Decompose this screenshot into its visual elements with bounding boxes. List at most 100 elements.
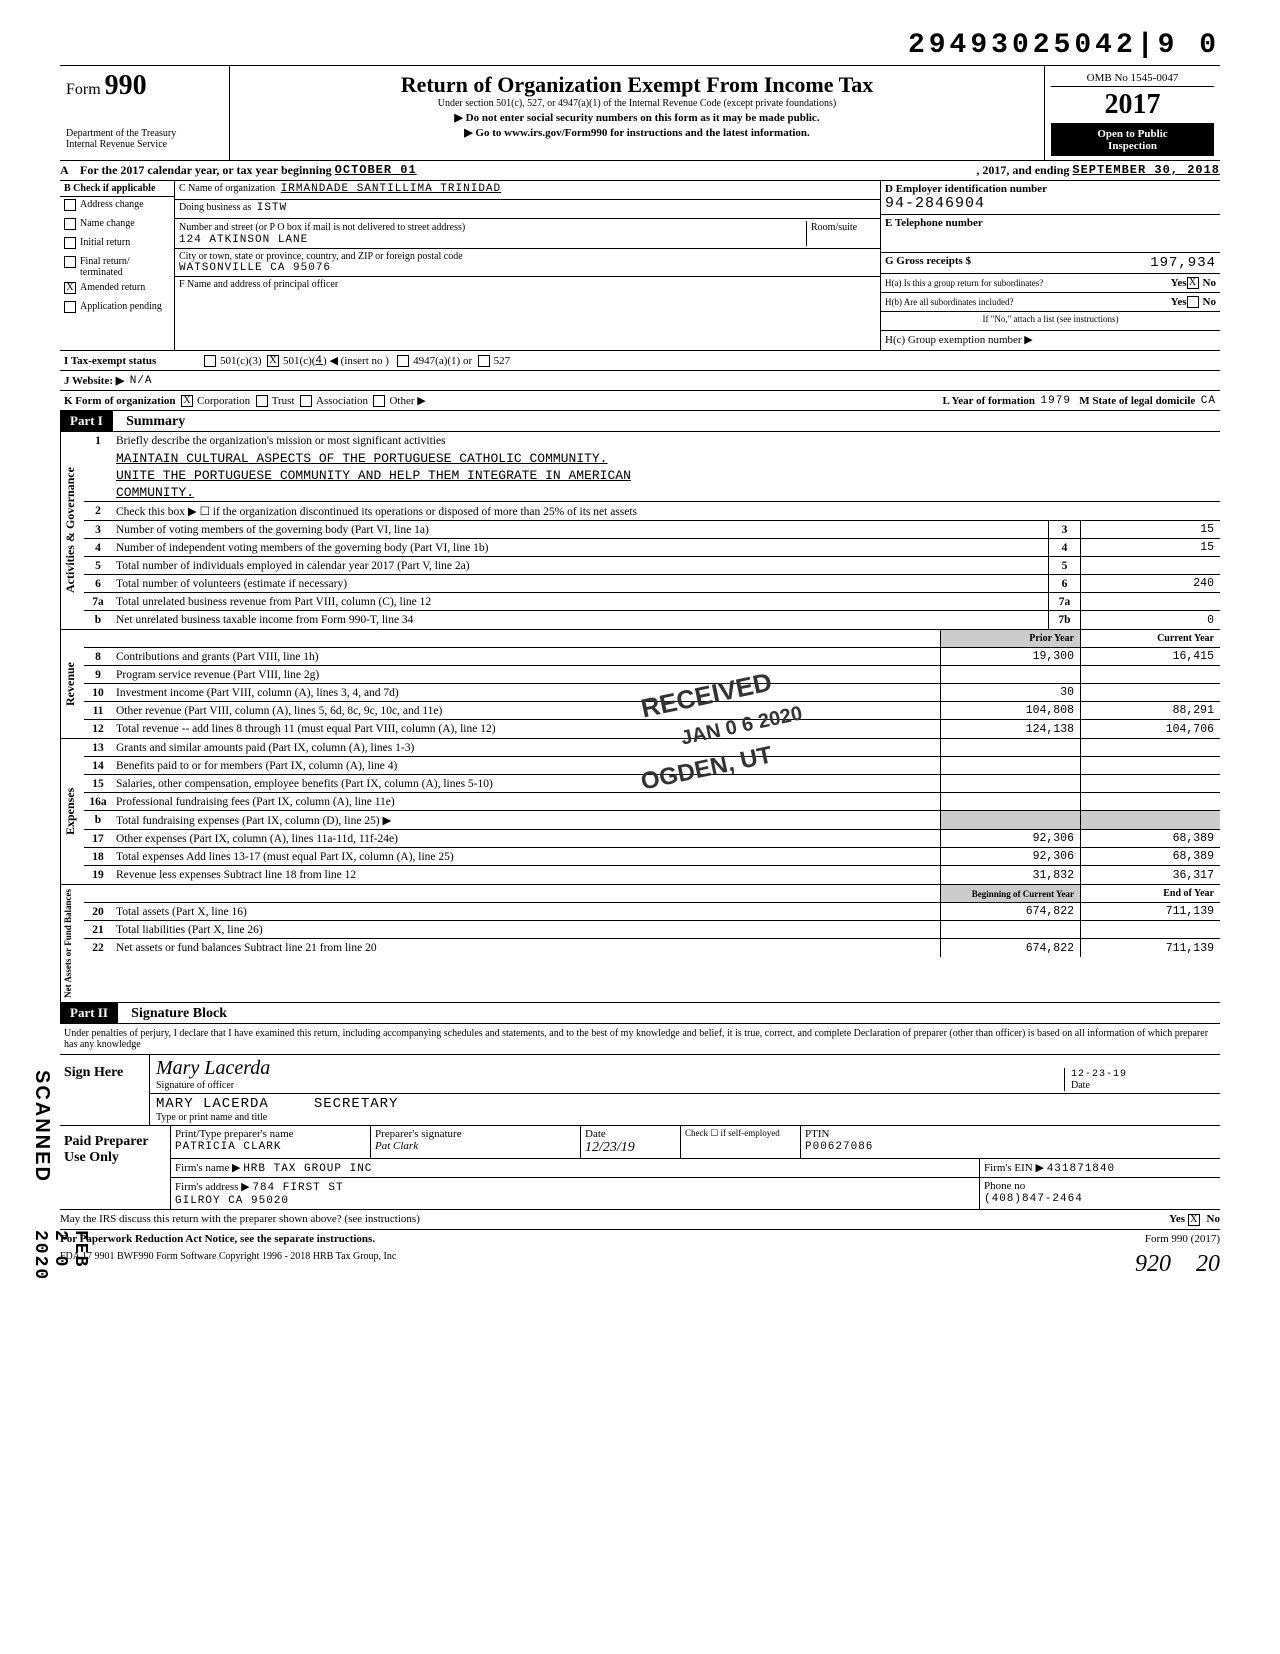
b-check-5[interactable] (64, 301, 76, 313)
gov-row-3: 3Number of voting members of the governi… (84, 521, 1220, 539)
top-barcode-number: 29493025042|9 0 (60, 30, 1220, 61)
4947-check[interactable] (397, 355, 409, 367)
ssn-warning: Do not enter social security numbers on … (236, 111, 1038, 124)
b-item-4: XAmended return (60, 280, 174, 299)
gov-row-7a: 7aTotal unrelated business revenue from … (84, 593, 1220, 611)
b-check-1[interactable] (64, 218, 76, 230)
exp-rows-14: 14Benefits paid to or for members (Part … (84, 757, 1220, 775)
ha-label: H(a) Is this a group return for subordin… (885, 278, 1171, 288)
revenue-section: Revenue Prior Year Current Year 8Contrib… (60, 630, 1220, 739)
trust-check[interactable] (256, 395, 268, 407)
part1-header-row: Part I Summary (60, 411, 1220, 432)
website-line: Go to www.irs.gov/Form990 for instructio… (236, 126, 1038, 139)
firm-name: HRB TAX GROUP INC (243, 1163, 372, 1175)
exp-rows-16a: 16aProfessional fundraising fees (Part I… (84, 793, 1220, 811)
discuss-row: May the IRS discuss this return with the… (60, 1210, 1220, 1230)
end-year-header: End of Year (1080, 885, 1220, 902)
ein-value: 94-2846904 (885, 195, 985, 212)
mission-line3: COMMUNITY. (84, 484, 1220, 502)
col-c-org-info: C Name of organization IRMANDADE SANTILL… (175, 181, 880, 350)
gov-row-2: 2Check this box ▶ ☐ if the organization … (84, 502, 1220, 521)
527-check[interactable] (478, 355, 490, 367)
feb-stamp: FEB 2 0 2020 (30, 1230, 90, 1281)
net-rows-22: 22Net assets or fund balances Subtract l… (84, 939, 1220, 957)
gross-label: G Gross receipts $ (885, 255, 971, 271)
prior-year-header: Prior Year (940, 630, 1080, 647)
b-check-3[interactable] (64, 256, 76, 268)
exp-rows-15: 15Salaries, other compensation, employee… (84, 775, 1220, 793)
firm-label: Firm's name ▶ (175, 1162, 240, 1174)
assoc-check[interactable] (300, 395, 312, 407)
other-check[interactable] (373, 395, 385, 407)
governance-section: Activities & Governance 1 Briefly descri… (60, 432, 1220, 630)
corp-check[interactable]: X (181, 395, 193, 407)
firm-phone-label: Phone no (984, 1180, 1025, 1192)
hb-yes[interactable] (1187, 296, 1199, 308)
main-title: Return of Organization Exempt From Incom… (236, 72, 1038, 98)
exp-rows-13: 13Grants and similar amounts paid (Part … (84, 739, 1220, 757)
perjury-text: Under penalties of perjury, I declare th… (60, 1024, 1220, 1055)
notice-row: For Paperwork Reduction Act Notice, see … (60, 1230, 1220, 1248)
prep-left-label: Paid Preparer Use Only (60, 1126, 170, 1209)
mission-line1: MAINTAIN CULTURAL ASPECTS OF THE PORTUGU… (84, 450, 1220, 467)
line-1-num: 1 (84, 433, 112, 449)
row-i-tax-status: I Tax-exempt status 501(c)(3) X 501(c)( … (60, 351, 1220, 371)
officer-name: MARY LACERDA (156, 1096, 269, 1112)
row-k-org-form: K Form of organization X Corporation Tru… (60, 391, 1220, 411)
b-check-2[interactable] (64, 237, 76, 249)
name-label: Type or print name and title (156, 1112, 267, 1123)
part2-header-row: Part II Signature Block (60, 1003, 1220, 1024)
org-name: IRMANDADE SANTILLIMA TRINIDAD (281, 183, 501, 197)
form-header: Form 990 Department of the Treasury Inte… (60, 65, 1220, 161)
sign-here-label: Sign Here (60, 1055, 150, 1125)
ha-yes[interactable]: X (1187, 277, 1199, 289)
exp-rows-19: 19Revenue less expenses Subtract line 18… (84, 866, 1220, 884)
b-item-3: Final return/ terminated (60, 254, 174, 280)
scanned-stamp: SCANNED (30, 1070, 53, 1183)
prep-date: 12/23/19 (585, 1140, 635, 1155)
firm-phone: (408)847-2464 (984, 1193, 1083, 1205)
website-value: N/A (130, 375, 153, 387)
firm-ein: 431871840 (1047, 1163, 1115, 1175)
b-item-5: Application pending (60, 299, 174, 318)
b-item-0: Address change (60, 197, 174, 216)
begin-year-header: Beginning of Current Year (940, 885, 1080, 902)
ptin-header: PTIN (805, 1128, 829, 1140)
sig-date: 12-23-19 (1071, 1069, 1127, 1080)
501c-check[interactable]: X (267, 355, 279, 367)
irs-label: Internal Revenue Service (66, 139, 223, 150)
form-container: SCANNED FEB 2 0 2020 29493025042|9 0 For… (60, 30, 1220, 1281)
officer-title: SECRETARY (314, 1096, 399, 1112)
discuss-yes[interactable]: X (1188, 1214, 1200, 1226)
city-label: City or town, state or province, country… (179, 251, 463, 262)
sig-date-label: Date (1071, 1080, 1090, 1091)
ptin-value: P00627086 (805, 1141, 873, 1153)
prep-date-header: Date (585, 1128, 606, 1140)
exp-rows-17: 17Other expenses (Part IX, column (A), l… (84, 830, 1220, 848)
rev-rows-8: 8Contributions and grants (Part VIII, li… (84, 648, 1220, 666)
net-rows-21: 21Total liabilities (Part X, line 26) (84, 921, 1220, 939)
curr-year-header: Current Year (1080, 630, 1220, 647)
omb-number: OMB No 1545-0047 (1051, 70, 1214, 87)
b-check-4[interactable]: X (64, 282, 76, 294)
gross-value: 197,934 (1150, 255, 1216, 271)
mission-line2: UNITE THE PORTUGUESE COMMUNITY AND HELP … (84, 467, 1220, 484)
rev-rows-12: 12Total revenue -- add lines 8 through 1… (84, 720, 1220, 738)
ein-label: D Employer identification number (885, 183, 1047, 195)
gov-row-6: 6Total number of volunteers (estimate if… (84, 575, 1220, 593)
handwritten-left: 920 (1135, 1251, 1171, 1277)
firm-addr2: GILROY CA 95020 (175, 1195, 289, 1207)
rev-rows-11: 11Other revenue (Part VIII, column (A), … (84, 702, 1220, 720)
b-check-0[interactable] (64, 199, 76, 211)
mission-label: Briefly describe the organization's miss… (112, 433, 1220, 449)
expense-section: Expenses 13Grants and similar amounts pa… (60, 739, 1220, 885)
hb-label: H(b) Are all subordinates included? (885, 297, 1171, 307)
exp-label: Expenses (60, 739, 84, 884)
handwritten-right: 20 (1196, 1251, 1220, 1277)
gov-row-b: bNet unrelated business taxable income f… (84, 611, 1220, 629)
501c3-check[interactable] (204, 355, 216, 367)
prep-name-header: Print/Type preparer's name (175, 1128, 294, 1140)
net-label: Net Assets or Fund Balances (60, 885, 84, 1002)
net-section: Net Assets or Fund Balances Beginning of… (60, 885, 1220, 1003)
hb-note: If "No," attach a list (see instructions… (881, 312, 1220, 331)
